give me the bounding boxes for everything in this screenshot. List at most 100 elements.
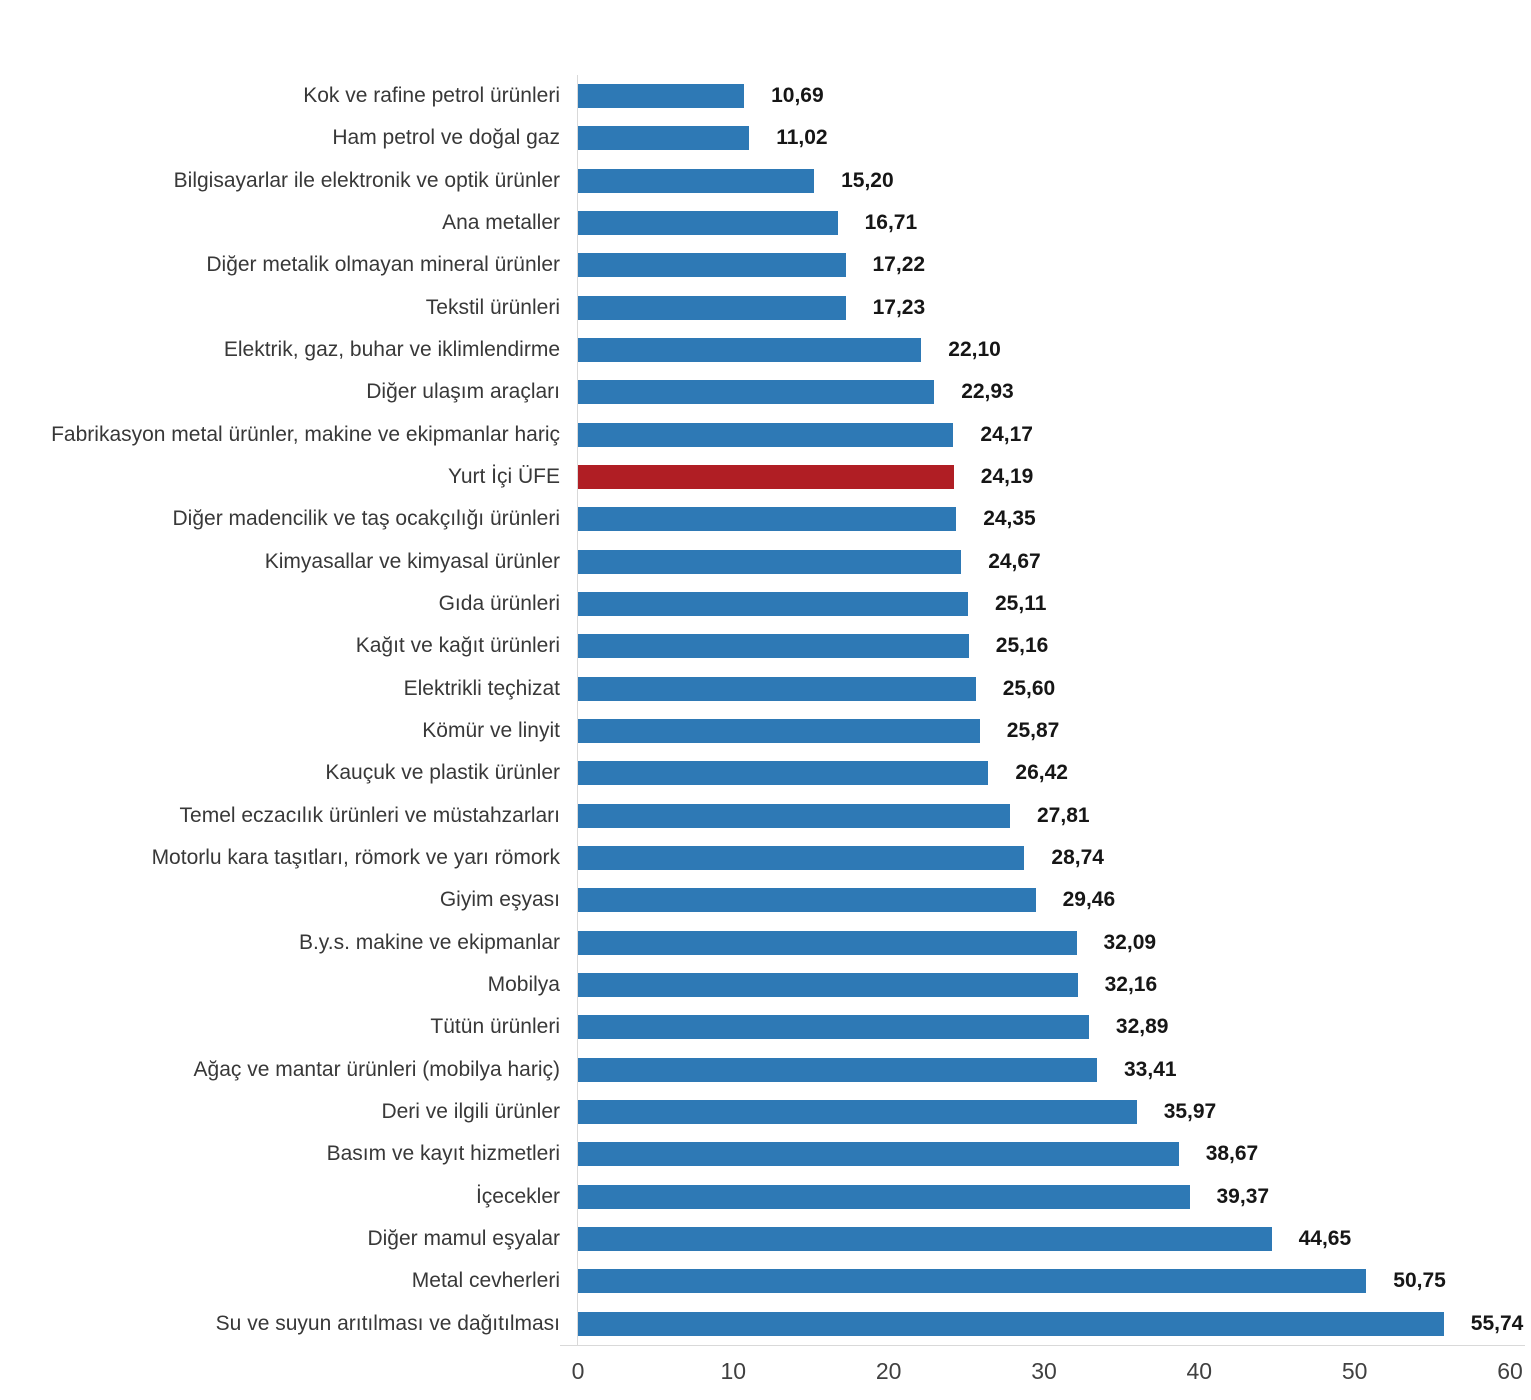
bar-track: 24,35 <box>578 498 1531 540</box>
bar-track: 44,65 <box>578 1218 1531 1260</box>
bar-track: 25,11 <box>578 583 1531 625</box>
bar <box>578 1227 1272 1252</box>
bar-row: Kauçuk ve plastik ürünler 26,42 <box>0 752 1531 794</box>
value-label: 24,35 <box>983 507 1036 531</box>
bar-row: Basım ve kayıt hizmetleri 38,67 <box>0 1133 1531 1175</box>
bar-row: Elektrikli teçhizat 25,60 <box>0 668 1531 710</box>
bar-track: 32,16 <box>578 964 1531 1006</box>
bar-track: 26,42 <box>578 752 1531 794</box>
x-axis: 0 10 20 30 40 50 60 <box>572 1358 1523 1388</box>
bar-track: 25,60 <box>578 668 1531 710</box>
category-label: Metal cevherleri <box>411 1269 560 1293</box>
bar-row: Diğer madencilik ve taş ocakçılığı ürünl… <box>0 498 1531 540</box>
bar-row: Diğer ulaşım araçları 22,93 <box>0 371 1531 413</box>
bar-track: 17,22 <box>578 244 1531 286</box>
bar <box>578 1057 1097 1082</box>
category-label: Kimyasallar ve kimyasal ürünler <box>264 549 560 573</box>
x-axis-tick-label: 20 <box>875 1358 902 1384</box>
x-axis-tick-label: 40 <box>1186 1358 1213 1384</box>
bar-row: Giyim eşyası 29,46 <box>0 879 1531 921</box>
bar-track: 39,37 <box>578 1176 1531 1218</box>
bar <box>578 295 846 320</box>
value-label: 17,23 <box>872 295 926 319</box>
x-axis-tick-label: 30 <box>1031 1358 1057 1384</box>
category-label: Ham petrol ve doğal gaz <box>332 126 560 150</box>
bar <box>578 803 1010 828</box>
value-label: 39,37 <box>1216 1184 1270 1208</box>
category-label: Su ve suyun arıtılması ve dağıtılması <box>215 1311 560 1335</box>
category-label: Yurt İçi ÜFE <box>447 465 560 489</box>
bar-track: 55,74 <box>578 1303 1531 1345</box>
category-label: Giyim eşyası <box>439 888 560 912</box>
bar <box>578 84 745 109</box>
bar-track: 32,09 <box>578 922 1531 964</box>
bar <box>578 1269 1367 1294</box>
category-label: Kauçuk ve plastik ürünler <box>325 761 560 785</box>
x-axis-line <box>560 1345 1525 1346</box>
category-label: Mobilya <box>487 973 560 997</box>
bar-row: Diğer mamul eşyalar 44,65 <box>0 1218 1531 1260</box>
bar <box>578 634 969 659</box>
y-axis-line <box>577 75 578 1345</box>
bar <box>578 719 980 744</box>
bar-row: B.y.s. makine ve ekipmanlar 32,09 <box>0 922 1531 964</box>
value-label: 16,71 <box>864 211 918 235</box>
value-label: 25,11 <box>995 592 1047 616</box>
value-label: 25,16 <box>995 634 1049 658</box>
value-label: 22,10 <box>948 338 1001 362</box>
bar-rows: Kok ve rafine petrol ürünleri 10,69 Ham … <box>0 75 1531 1345</box>
value-label: 32,09 <box>1103 930 1157 954</box>
bar-row: Motorlu kara taşıtları, römork ve yarı r… <box>0 837 1531 879</box>
value-label: 55,74 <box>1470 1311 1524 1335</box>
value-label: 29,46 <box>1062 888 1116 912</box>
category-label: Tütün ürünleri <box>430 1015 560 1039</box>
value-label: 27,81 <box>1037 803 1090 827</box>
bar <box>578 253 846 278</box>
value-label: 32,89 <box>1115 1015 1169 1039</box>
category-label: Kömür ve linyit <box>422 719 560 743</box>
bar-track: 11,02 <box>578 117 1531 159</box>
bar-track: 25,87 <box>578 710 1531 752</box>
x-axis-tick-label: 50 <box>1341 1358 1368 1384</box>
category-label: İçecekler <box>475 1184 560 1208</box>
bar-row: Kok ve rafine petrol ürünleri 10,69 <box>0 75 1531 117</box>
value-label: 24,19 <box>980 465 1034 489</box>
bar-row: Ağaç ve mantar ürünleri (mobilya hariç) … <box>0 1049 1531 1091</box>
value-label: 38,67 <box>1205 1142 1259 1166</box>
bar <box>578 930 1077 955</box>
value-label: 26,42 <box>1015 761 1068 785</box>
bar-track: 25,16 <box>578 625 1531 667</box>
bar-row: Bilgisayarlar ile elektronik ve optik ür… <box>0 160 1531 202</box>
value-label: 11,02 <box>776 126 828 150</box>
highlight-bar <box>578 465 954 490</box>
bar-track: 50,75 <box>578 1260 1531 1302</box>
category-label: Fabrikasyon metal ürünler, makine ve eki… <box>51 422 560 446</box>
value-label: 35,97 <box>1163 1100 1217 1124</box>
bar-track: 29,46 <box>578 879 1531 921</box>
category-label: Diğer metalik olmayan mineral ürünler <box>206 253 560 277</box>
bar <box>578 973 1078 998</box>
value-label: 32,16 <box>1104 973 1158 997</box>
value-label: 10,69 <box>771 84 824 108</box>
bar-track: 15,20 <box>578 160 1531 202</box>
bar <box>578 1015 1089 1040</box>
x-axis-tick-label: 10 <box>720 1358 747 1384</box>
bar <box>578 549 962 574</box>
x-axis-tick-label: 60 <box>1497 1358 1523 1384</box>
bar-row: Elektrik, gaz, buhar ve iklimlendirme 22… <box>0 329 1531 371</box>
category-label: Deri ve ilgili ürünler <box>381 1100 560 1124</box>
bar-track: 24,19 <box>578 456 1531 498</box>
value-label: 50,75 <box>1393 1269 1446 1293</box>
bar-row: Diğer metalik olmayan mineral ürünler 17… <box>0 244 1531 286</box>
bar <box>578 592 968 617</box>
bar-row: Gıda ürünleri 25,11 <box>0 583 1531 625</box>
bar <box>578 676 976 701</box>
bar-track: 24,17 <box>578 414 1531 456</box>
bar-row: Kömür ve linyit 25,87 <box>0 710 1531 752</box>
bar <box>578 888 1036 913</box>
category-label: Diğer madencilik ve taş ocakçılığı ürünl… <box>172 507 561 531</box>
bar-track: 33,41 <box>578 1049 1531 1091</box>
bar-track: 22,93 <box>578 371 1531 413</box>
bar <box>578 846 1025 871</box>
